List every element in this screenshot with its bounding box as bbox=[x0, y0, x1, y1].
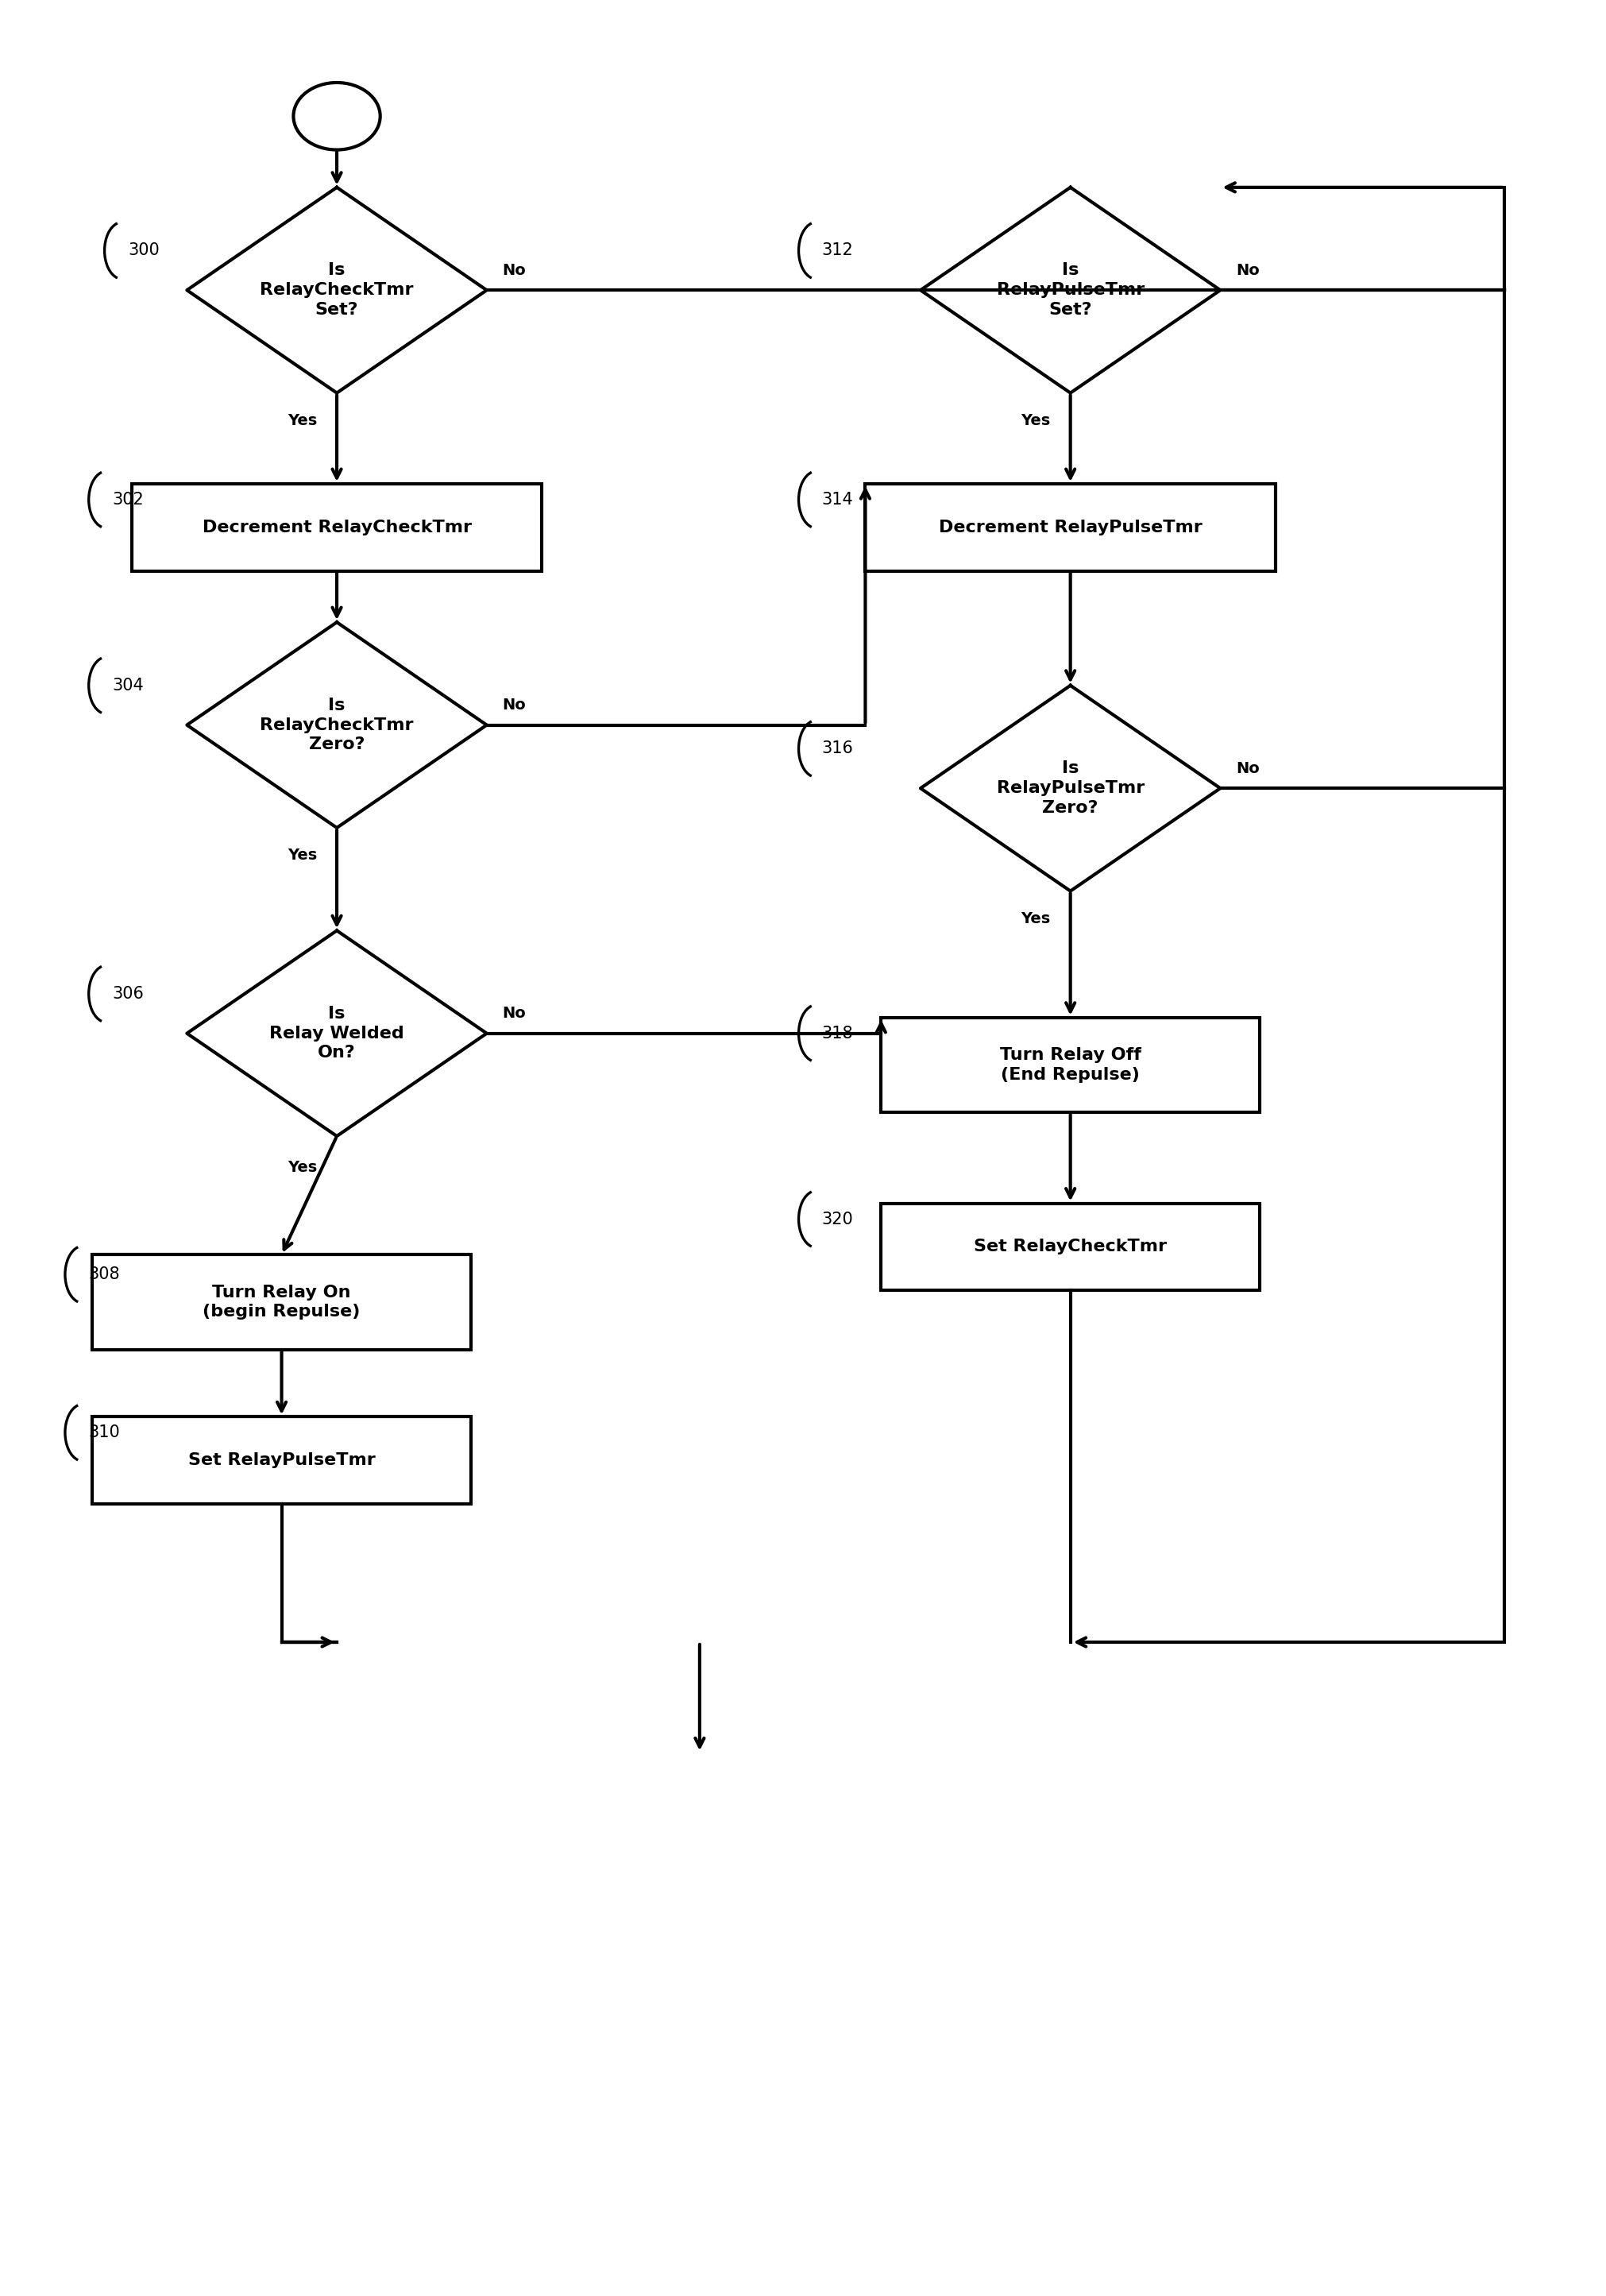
FancyBboxPatch shape bbox=[866, 484, 1275, 572]
Text: 304: 304 bbox=[112, 677, 143, 693]
Text: Yes: Yes bbox=[287, 1159, 316, 1176]
Polygon shape bbox=[186, 188, 487, 393]
Text: Decrement RelayCheckTmr: Decrement RelayCheckTmr bbox=[202, 519, 472, 535]
Text: 312: 312 bbox=[822, 243, 853, 259]
Text: 308: 308 bbox=[88, 1267, 120, 1283]
FancyBboxPatch shape bbox=[882, 1203, 1259, 1290]
Text: Yes: Yes bbox=[287, 847, 316, 863]
FancyBboxPatch shape bbox=[882, 1017, 1259, 1114]
Text: No: No bbox=[503, 1006, 527, 1022]
Text: Turn Relay Off
(End Repulse): Turn Relay Off (End Repulse) bbox=[1001, 1047, 1140, 1084]
FancyBboxPatch shape bbox=[92, 1254, 471, 1350]
Text: Turn Relay On
(begin Repulse): Turn Relay On (begin Repulse) bbox=[202, 1283, 360, 1320]
Text: Is
RelayCheckTmr
Set?: Is RelayCheckTmr Set? bbox=[260, 262, 414, 317]
Text: Is
Relay Welded
On?: Is Relay Welded On? bbox=[270, 1006, 405, 1061]
Text: 310: 310 bbox=[88, 1426, 120, 1440]
Text: Is
RelayPulseTmr
Set?: Is RelayPulseTmr Set? bbox=[996, 262, 1145, 317]
Text: No: No bbox=[503, 262, 527, 278]
Text: 314: 314 bbox=[822, 491, 853, 507]
Text: Yes: Yes bbox=[1021, 912, 1050, 925]
Text: 302: 302 bbox=[112, 491, 143, 507]
Text: 300: 300 bbox=[128, 243, 159, 259]
Ellipse shape bbox=[294, 83, 381, 149]
Text: 318: 318 bbox=[822, 1026, 853, 1042]
Text: 320: 320 bbox=[822, 1212, 853, 1226]
Text: No: No bbox=[1237, 760, 1259, 776]
Text: No: No bbox=[1237, 262, 1259, 278]
FancyBboxPatch shape bbox=[132, 484, 541, 572]
Text: Yes: Yes bbox=[287, 413, 316, 427]
Text: 316: 316 bbox=[822, 742, 854, 758]
Polygon shape bbox=[186, 622, 487, 829]
Polygon shape bbox=[186, 930, 487, 1137]
Text: Set RelayPulseTmr: Set RelayPulseTmr bbox=[188, 1453, 376, 1467]
Text: Yes: Yes bbox=[1021, 413, 1050, 427]
Text: No: No bbox=[503, 698, 527, 712]
Text: Is
RelayCheckTmr
Zero?: Is RelayCheckTmr Zero? bbox=[260, 698, 414, 753]
Polygon shape bbox=[920, 687, 1221, 891]
Text: Decrement RelayPulseTmr: Decrement RelayPulseTmr bbox=[938, 519, 1203, 535]
Text: 306: 306 bbox=[112, 985, 143, 1001]
Text: Is
RelayPulseTmr
Zero?: Is RelayPulseTmr Zero? bbox=[996, 760, 1145, 815]
FancyBboxPatch shape bbox=[92, 1417, 471, 1504]
Text: Set RelayCheckTmr: Set RelayCheckTmr bbox=[973, 1240, 1168, 1256]
Polygon shape bbox=[920, 188, 1221, 393]
